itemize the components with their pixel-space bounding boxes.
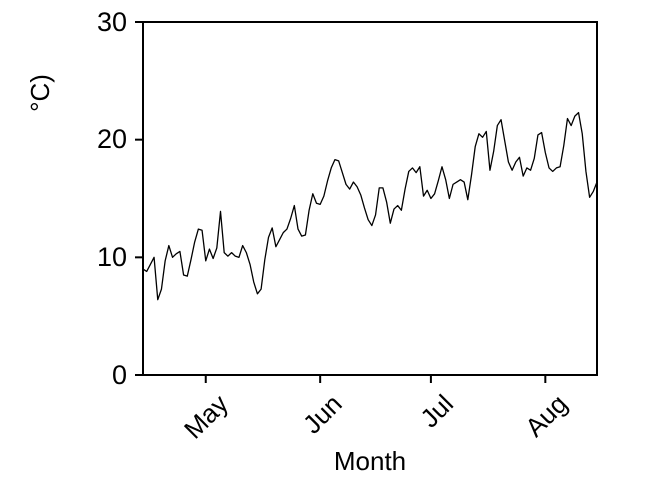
- plot-box: [142, 21, 598, 376]
- y-tick-label-0: 0: [111, 359, 127, 390]
- temperature-series-line: [142, 111, 598, 301]
- y-axis-label: °C): [25, 74, 55, 112]
- y-tick-label-10: 10: [96, 241, 127, 272]
- y-tick-label-20: 20: [96, 124, 127, 155]
- x-axis-label: Month: [333, 446, 407, 476]
- y-tick-label-30: 30: [96, 6, 127, 37]
